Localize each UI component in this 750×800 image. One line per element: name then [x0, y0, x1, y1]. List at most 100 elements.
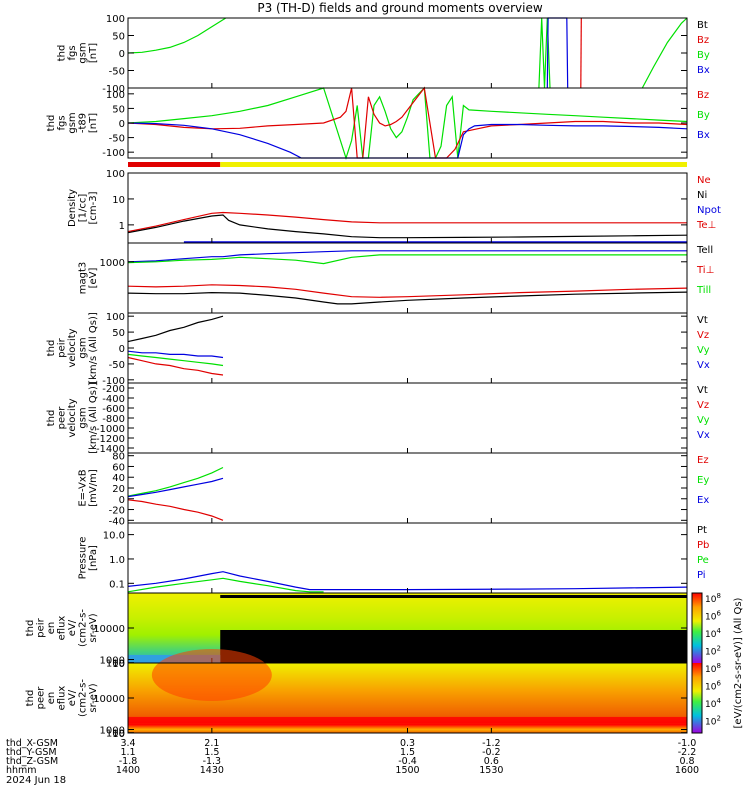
y-axis-label: eflux: [57, 686, 68, 711]
x-row-value: 0.6: [484, 756, 499, 767]
panel-fgs_gsm: 100 50 0 -50 -100 thd fgs gsm [nT] Bt Bz By Bx: [57, 14, 710, 95]
colorbar-tick: 102: [705, 645, 721, 658]
y-axis-label: eV/: [67, 689, 78, 706]
y-axis-label: fgs: [57, 115, 68, 130]
colorbar-frame: [691, 592, 703, 734]
heatmap-empty-region: [220, 630, 688, 663]
panel-peer_velocity: -200-400-600-800-1000-1200-1400 thd peer ve…: [46, 382, 710, 455]
colorbar-tick: 108: [705, 662, 721, 675]
x-row-label-thd-y-gsm: thd_Y-GSM: [6, 747, 57, 758]
legend-ex: Ex: [697, 495, 709, 506]
x-axis-labels: thd_X-GSM 3.4 2.1 0.3 -1.2 -1.0 thd_Y-GSM 1.1 1.…: [6, 738, 699, 776]
y-axis-label: [mV/m]: [88, 469, 99, 507]
y-tick-label: 80: [112, 452, 125, 463]
y-tick-label: 1: [119, 221, 125, 232]
y-axis-label: E=-VxB: [78, 469, 89, 506]
panel-frame: [127, 382, 688, 454]
y-tick-label: 10000: [93, 624, 125, 635]
y-tick-label: 100: [106, 659, 125, 670]
series-by-line-0: [127, 86, 688, 160]
y-tick-label: 1000: [100, 726, 125, 737]
y-axis-label: en: [46, 622, 57, 635]
legend-tell: Tell: [696, 245, 713, 256]
panel-frame: [127, 452, 688, 524]
x-row-value: -1.0: [678, 738, 697, 749]
y-axis-label: magt3: [78, 262, 89, 295]
x-row-value: -1.3: [203, 756, 222, 767]
x-row-value: -1.2: [482, 738, 501, 749]
y-tick-label: 100: [106, 729, 125, 740]
legend-vy: Vy: [697, 415, 710, 426]
legend-by: By: [697, 50, 710, 61]
colorbar-tick-exp: 6: [716, 610, 721, 618]
y-axis-label: Density: [67, 189, 78, 227]
series-tell-line-3: [127, 291, 688, 305]
y-tick-label: 50: [112, 328, 125, 339]
y-tick-label: -200: [102, 384, 125, 395]
y-axis-label: sr-eV): [88, 613, 99, 642]
y-axis-label: peir: [57, 337, 68, 357]
x-row-label-hhmm: hhmm: [6, 765, 37, 776]
x-row-value: 3.4: [120, 738, 135, 749]
y-tick-label: 100: [106, 169, 125, 180]
colorbar-tick: 106: [705, 610, 721, 623]
colorbar-tick: 104: [705, 627, 721, 640]
series-bx-line-2: [127, 122, 688, 159]
y-tick-label: 0: [119, 119, 125, 130]
series-by-line-0: [127, 17, 227, 54]
legend-te: Te⊥: [696, 220, 716, 231]
legend-ni: Ni: [697, 190, 707, 201]
x-row-value: 1600: [675, 765, 699, 776]
y-tick-label: -1000: [96, 424, 125, 435]
y-axis-label: eV/: [67, 619, 78, 636]
legend-pt: Pt: [697, 525, 707, 536]
legend-ne: Ne: [697, 175, 711, 186]
colorbar-tick-exp: 2: [716, 715, 720, 723]
legend-pe: Pe: [697, 555, 709, 566]
y-axis-label: [nPa]: [88, 545, 99, 571]
legend-ti: Ti⊥: [696, 265, 714, 276]
y-tick-label: -1400: [96, 444, 125, 455]
x-row-value: 1400: [116, 765, 140, 776]
x-row-value: 0.8: [679, 756, 694, 767]
colorbar-tick: 102: [705, 715, 721, 728]
x-row-value: 1430: [200, 765, 224, 776]
colorbar-tick: 104: [705, 697, 721, 710]
y-tick-label: -600: [102, 404, 125, 415]
y-tick-label: -20: [109, 506, 125, 517]
y-tick-label: 100: [106, 90, 125, 101]
y-tick-label: 40: [112, 473, 125, 484]
colorbar-ion: [692, 593, 702, 663]
y-axis-label: [km/s (All Qs)]: [88, 382, 99, 454]
series-ni-line-1: [127, 214, 688, 239]
colorbar-tick-exp: 6: [716, 680, 721, 688]
panel-pressure: 10.0 1.0 0.1 Pressure [nPa] Pt Pb Pe Pi: [78, 522, 709, 594]
legend-bz: Bz: [697, 90, 709, 101]
series-bx-line-3: [546, 17, 569, 89]
colorbar-tick: 106: [705, 680, 721, 693]
x-row-value: 0.3: [400, 738, 415, 749]
y-axis-label: gsm: [78, 407, 89, 428]
panel-frame: [127, 312, 688, 384]
y-axis-label: [km/s (All Qs)]: [88, 312, 99, 384]
y-tick-label: 10: [112, 659, 125, 670]
y-axis-label: thd: [46, 340, 57, 357]
y-axis-label: gsm: [78, 337, 89, 358]
y-tick-label: 0: [119, 49, 125, 60]
y-axis-label: velocity: [67, 398, 78, 437]
y-tick-label: -100: [102, 148, 125, 159]
x-row-value: -0.4: [398, 756, 417, 767]
series-pi-line-0: [127, 571, 688, 591]
x-row-value: 1.5: [204, 747, 219, 758]
series-te-line-2: [127, 284, 688, 298]
series-ex-line-1: [127, 477, 224, 498]
colorbar-tick-exp: 8: [716, 592, 720, 600]
x-row-value: -0.2: [482, 747, 501, 758]
series-vz-line-1: [127, 356, 224, 376]
y-tick-label: 100: [106, 14, 125, 25]
legend-vt: Vt: [697, 315, 708, 326]
legend-till: Till: [696, 285, 711, 296]
